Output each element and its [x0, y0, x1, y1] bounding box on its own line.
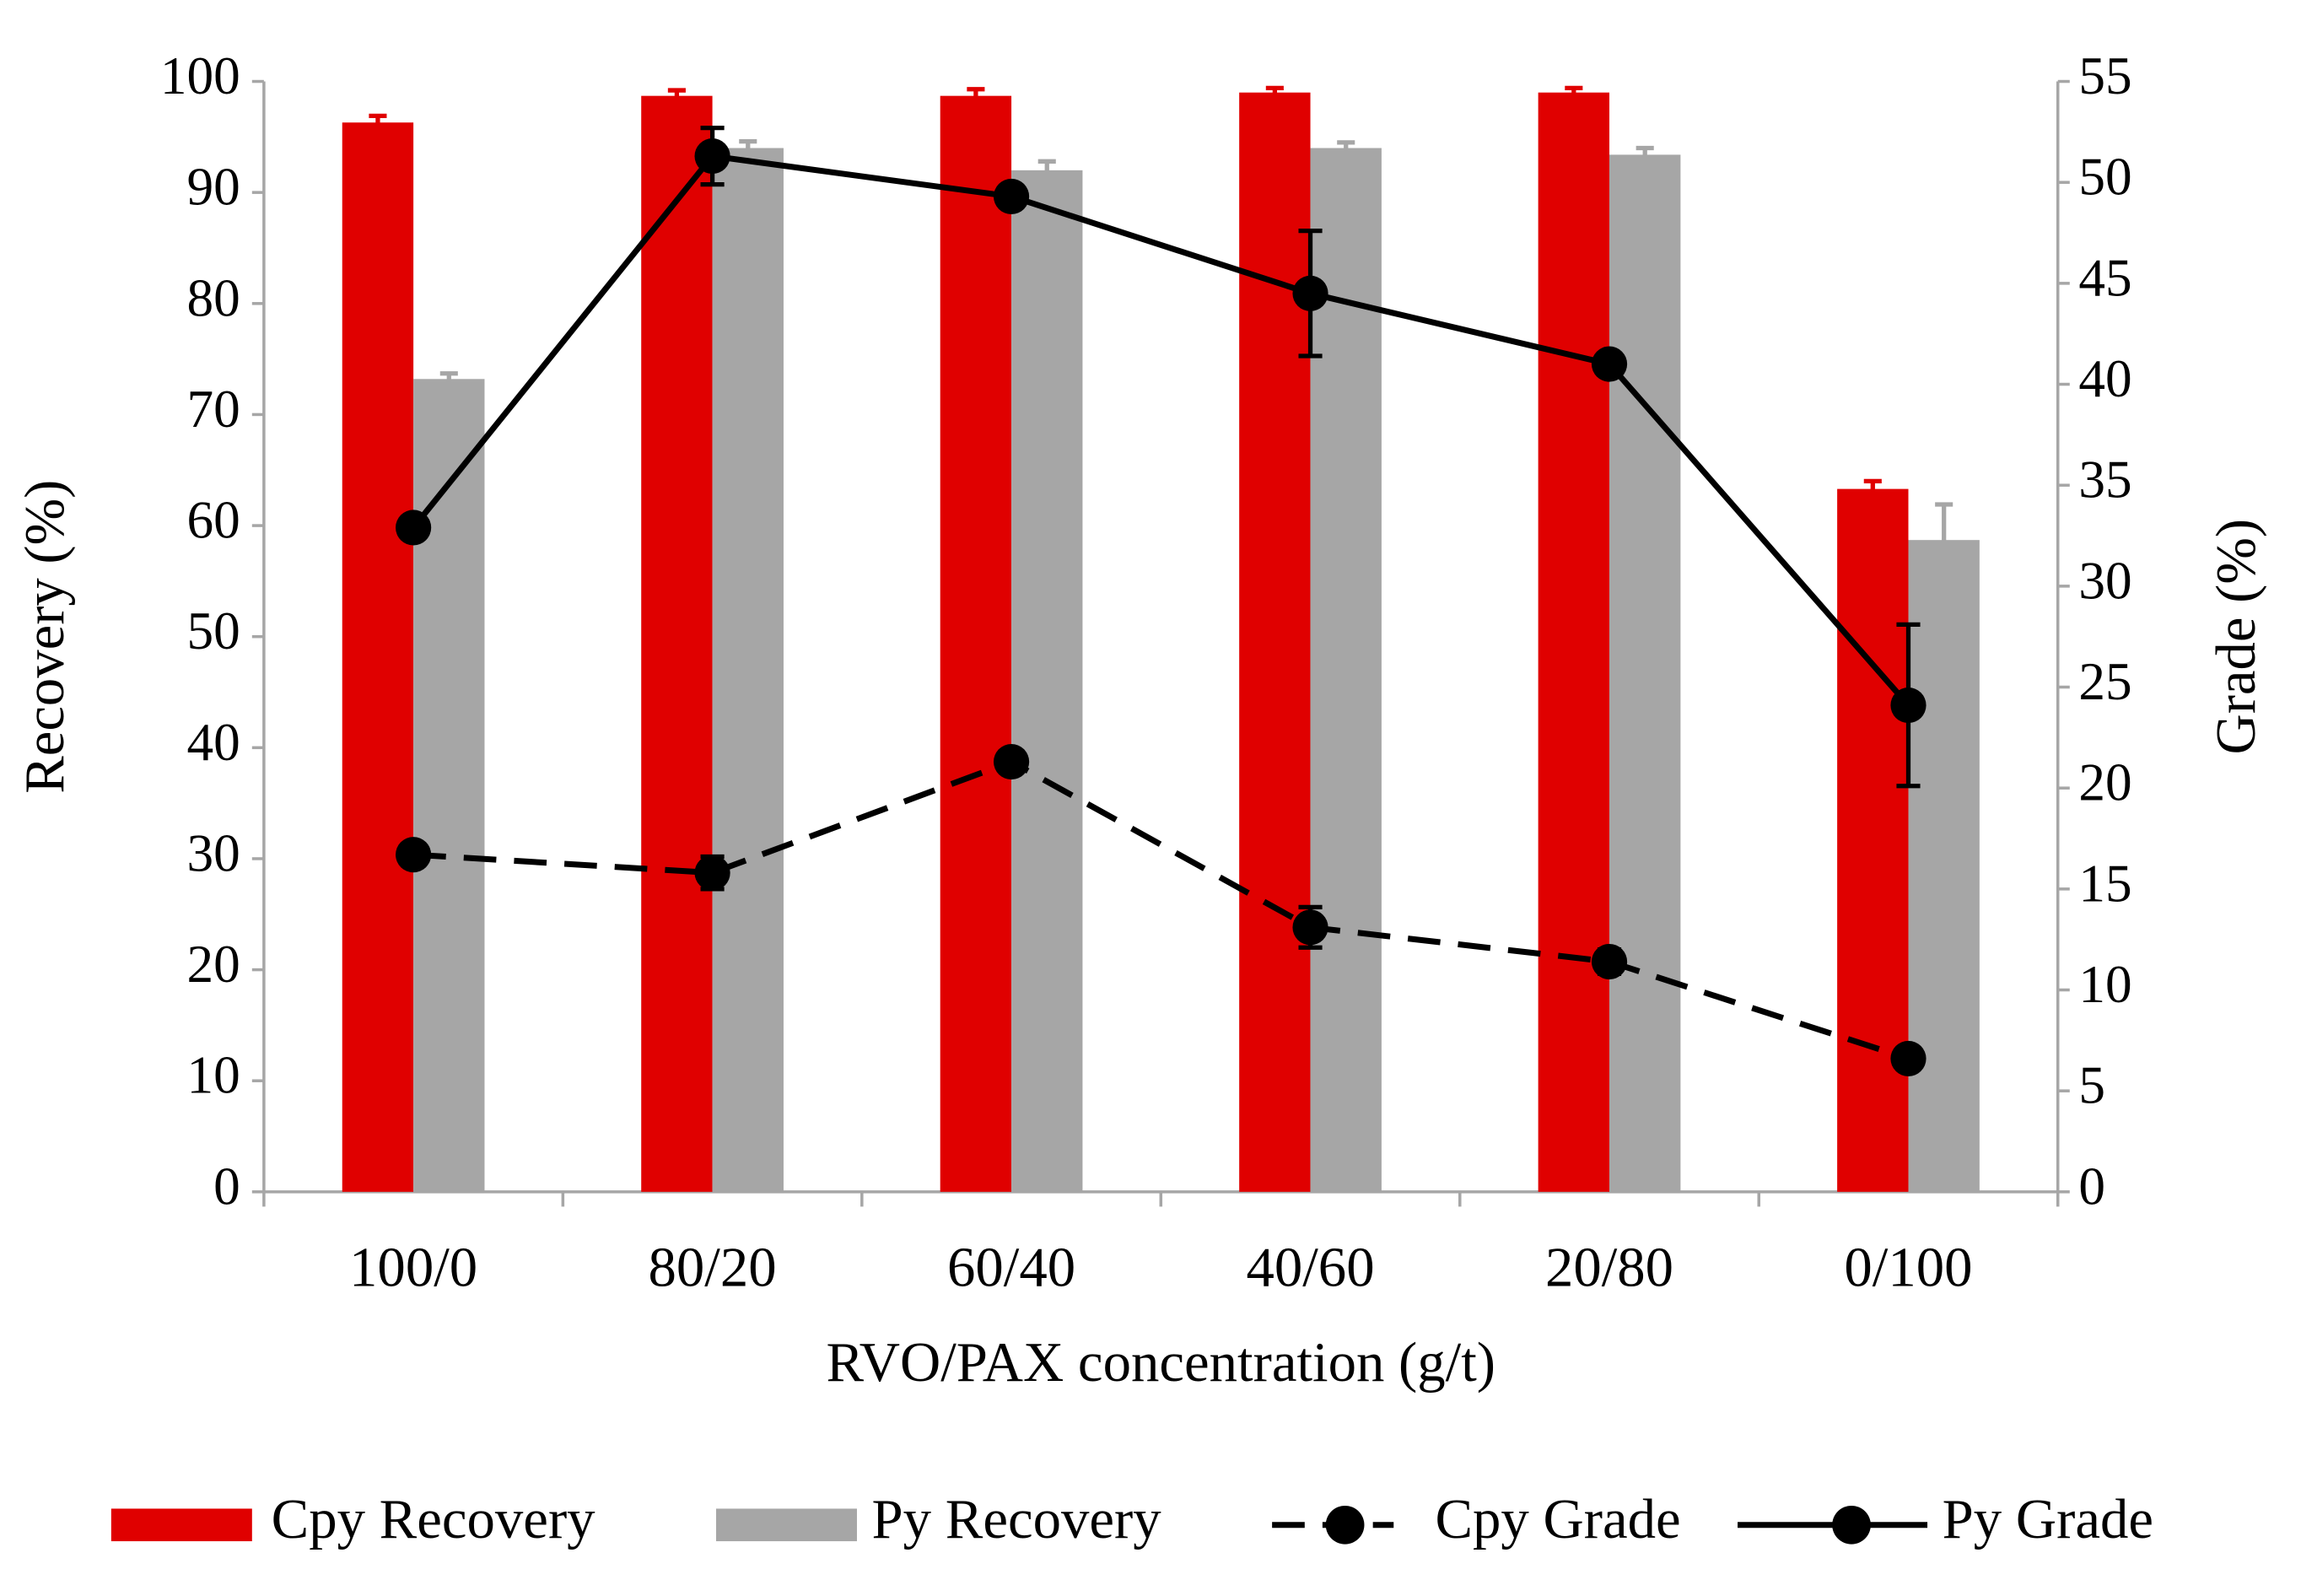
y2-tick-label: 25	[2078, 652, 2131, 711]
marker	[694, 855, 730, 891]
marker	[1591, 943, 1628, 980]
y-tick-label: 20	[186, 935, 240, 994]
y-tick-label: 80	[186, 268, 240, 327]
y2-tick-label: 5	[2078, 1056, 2105, 1115]
legend-marker	[1325, 1505, 1365, 1545]
y-tick-label: 40	[186, 713, 240, 772]
y2-tick-label: 15	[2078, 854, 2131, 913]
x-tick-label: 60/40	[947, 1237, 1075, 1299]
bar	[1538, 92, 1610, 1192]
legend-marker	[1832, 1505, 1871, 1545]
marker	[396, 837, 432, 873]
x-axis-label: RVO/PAX concentration (g/t)	[827, 1332, 1495, 1394]
y-tick-label: 10	[186, 1046, 240, 1105]
y-tick-label: 30	[186, 824, 240, 883]
y2-tick-label: 40	[2078, 349, 2131, 408]
y-axis-label: Recovery (%)	[14, 480, 76, 794]
x-tick-label: 100/0	[349, 1237, 477, 1299]
bar	[940, 95, 1012, 1192]
line	[411, 153, 1911, 708]
marker	[396, 510, 432, 546]
y2-tick-label: 30	[2078, 551, 2131, 610]
x-tick-label: 0/100	[1844, 1237, 1972, 1299]
bar	[712, 148, 784, 1192]
y-tick-label: 100	[160, 46, 240, 105]
legend-label: Py Grade	[1943, 1489, 2153, 1550]
bar	[413, 379, 485, 1192]
x-tick-label: 20/80	[1545, 1237, 1673, 1299]
marker	[1890, 1040, 1926, 1076]
legend-label: Py Recovery	[872, 1489, 1162, 1550]
bar	[1310, 148, 1382, 1192]
marker	[993, 744, 1030, 780]
y2-axis-label: Grade (%)	[2206, 519, 2267, 755]
marker	[1591, 346, 1628, 382]
y2-tick-label: 50	[2078, 148, 2131, 207]
y2-tick-label: 45	[2078, 248, 2131, 307]
legend-label: Cpy Grade	[1435, 1489, 1680, 1550]
x-tick-label: 80/20	[649, 1237, 777, 1299]
marker	[1890, 687, 1926, 724]
y2-tick-label: 35	[2078, 450, 2131, 510]
y2-tick-label: 10	[2078, 955, 2131, 1014]
bar	[1011, 170, 1083, 1192]
legend-swatch	[110, 1508, 252, 1542]
bar	[641, 95, 713, 1192]
bar	[1239, 92, 1311, 1192]
y-tick-label: 70	[186, 380, 240, 439]
marker	[694, 138, 730, 175]
bar	[1908, 540, 1980, 1192]
y-tick-label: 90	[186, 158, 240, 217]
legend-swatch	[715, 1508, 857, 1542]
bar	[1609, 154, 1681, 1192]
y-tick-label: 50	[186, 601, 240, 661]
marker	[993, 178, 1030, 215]
y2-tick-label: 20	[2078, 753, 2131, 812]
bar	[1837, 488, 1909, 1192]
y2-tick-label: 0	[2078, 1157, 2105, 1216]
y-tick-label: 0	[213, 1157, 240, 1216]
bar	[342, 122, 414, 1192]
x-tick-label: 40/60	[1246, 1237, 1374, 1299]
marker	[1292, 909, 1328, 946]
marker	[1292, 275, 1328, 311]
legend-label: Cpy Recovery	[272, 1489, 596, 1550]
line	[412, 758, 1910, 1062]
y2-tick-label: 55	[2078, 46, 2131, 105]
y-tick-label: 60	[186, 491, 240, 550]
